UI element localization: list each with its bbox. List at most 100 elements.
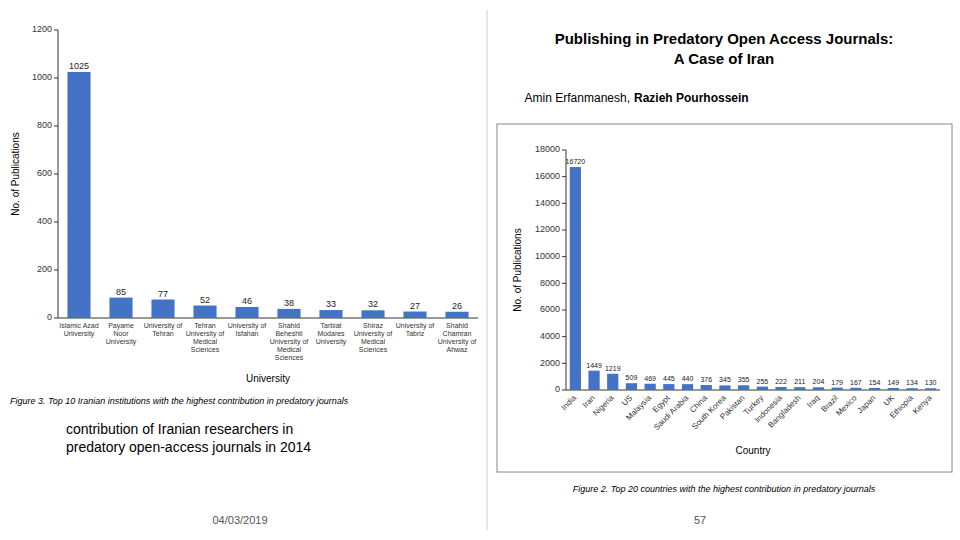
text-line: University — [64, 330, 95, 338]
y-tick-label: 6000 — [540, 304, 560, 314]
y-tick-label: 16000 — [535, 171, 560, 181]
text-line: US — [620, 394, 634, 408]
text-line: Publishing in Predatory Open Access Jour… — [555, 30, 894, 47]
text-line: Razieh Pourhossein — [634, 91, 749, 105]
text-line: predatory open-access journals in 2014 — [66, 439, 311, 455]
text-line: Islamic Azad — [59, 322, 98, 329]
bar — [832, 388, 843, 390]
x-tick-label: Pakistan — [718, 394, 746, 422]
text-line: Payame — [108, 322, 134, 330]
y-tick — [54, 78, 58, 79]
x-axis-label: Country — [735, 445, 770, 456]
text-line: Medical — [193, 338, 218, 345]
page: 0200400600800100012001025857752463833322… — [0, 0, 960, 540]
bar — [445, 312, 468, 318]
text-line: 57 — [694, 514, 706, 526]
bar — [869, 388, 880, 390]
data-label: 52 — [200, 295, 210, 305]
y-tick-label: 18000 — [535, 144, 560, 154]
page-number: 57 — [694, 514, 706, 526]
y-axis-label: No. of Publications — [10, 132, 21, 215]
text-line: University of — [396, 322, 435, 330]
x-tick-label: ShahidBeheshtiUniversity ofMedicalScienc… — [270, 322, 309, 361]
data-label: 85 — [116, 287, 126, 297]
y-tick — [562, 230, 566, 231]
chart: 0200400600800100012001025857752463833322… — [10, 24, 478, 406]
bar — [663, 384, 674, 390]
text-line: Shiraz — [363, 322, 383, 329]
x-tick-label: PayameNoorUniversity — [106, 322, 137, 346]
y-tick — [54, 174, 58, 175]
text-line: Medical — [277, 346, 302, 353]
bar — [813, 387, 824, 390]
x-tick-label: India — [560, 393, 579, 412]
background — [0, 0, 960, 540]
text-line: University of — [144, 322, 183, 330]
data-label: 46 — [242, 296, 252, 306]
text-line: Amin Erfanmanesh, — [525, 91, 630, 105]
data-label: 167 — [850, 379, 862, 386]
y-tick — [562, 203, 566, 204]
y-tick — [54, 270, 58, 271]
data-label: 154 — [869, 379, 881, 386]
data-label: 469 — [644, 375, 656, 382]
data-label: 77 — [158, 289, 168, 299]
x-tick-label: ShahidChamranUniversity ofAhwaz — [438, 322, 477, 353]
page-title: Publishing in Predatory Open Access Jour… — [555, 30, 894, 47]
data-label: 27 — [410, 301, 420, 311]
author: Razieh Pourhossein — [634, 91, 749, 105]
y-tick — [562, 256, 566, 257]
text-line: Tehran — [152, 330, 174, 337]
text-line: Beheshti — [275, 330, 303, 337]
bar — [109, 298, 132, 318]
text-line: Medical — [361, 338, 386, 345]
bar — [319, 310, 342, 318]
bar — [67, 72, 90, 318]
page-canvas: 0200400600800100012001025857752463833322… — [0, 0, 960, 540]
chart-caption: Figure 3. Top 10 Iranian institutions wi… — [10, 396, 349, 406]
text-line: Shahid — [278, 322, 300, 329]
y-tick-label: 14000 — [535, 198, 560, 208]
bar — [193, 306, 216, 318]
y-tick — [562, 390, 566, 391]
data-label: 130 — [925, 379, 937, 386]
text-line: Modares — [317, 330, 345, 337]
y-tick — [54, 126, 58, 127]
data-label: 38 — [284, 298, 294, 308]
text-line: A Case of Iran — [674, 50, 774, 67]
data-label: 16720 — [566, 158, 586, 165]
text-line: University of — [270, 338, 309, 346]
text-line: Noor — [113, 330, 129, 337]
text-line: Ethiopia — [888, 393, 915, 420]
x-tick-label: University ofIsfahan — [228, 322, 267, 337]
x-tick-label: Nigeria — [591, 393, 616, 418]
data-label: 149 — [887, 379, 899, 386]
bar — [794, 387, 805, 390]
text-line: UK — [882, 393, 897, 408]
y-tick — [54, 318, 58, 319]
text-line: Kenya — [911, 393, 934, 416]
bar — [925, 388, 936, 390]
x-tick-label: Mexico — [834, 393, 859, 418]
data-label: 134 — [906, 379, 918, 386]
bar — [906, 388, 917, 390]
chart-caption: Figure 2. Top 20 countries with the high… — [573, 484, 876, 494]
bar — [151, 300, 174, 318]
y-axis-line — [58, 30, 59, 318]
page-title: A Case of Iran — [674, 50, 774, 67]
data-label: 440 — [682, 375, 694, 382]
x-tick-label: Japan — [856, 394, 878, 416]
text-line: Sciences — [275, 354, 304, 361]
data-label: 445 — [663, 375, 675, 382]
y-tick — [54, 222, 58, 223]
x-tick-label: Islamic AzadUniversity — [59, 322, 98, 338]
bar — [626, 383, 637, 390]
bar — [888, 388, 899, 390]
author: Amin Erfanmanesh, — [525, 91, 630, 105]
text-line: Saudi Arabia — [652, 393, 691, 432]
body-text: contribution of Iranian researchers inpr… — [66, 421, 311, 455]
y-tick — [562, 283, 566, 284]
y-tick-label: 0 — [47, 312, 52, 322]
text-line: Chamran — [443, 330, 472, 337]
divider — [487, 10, 488, 530]
